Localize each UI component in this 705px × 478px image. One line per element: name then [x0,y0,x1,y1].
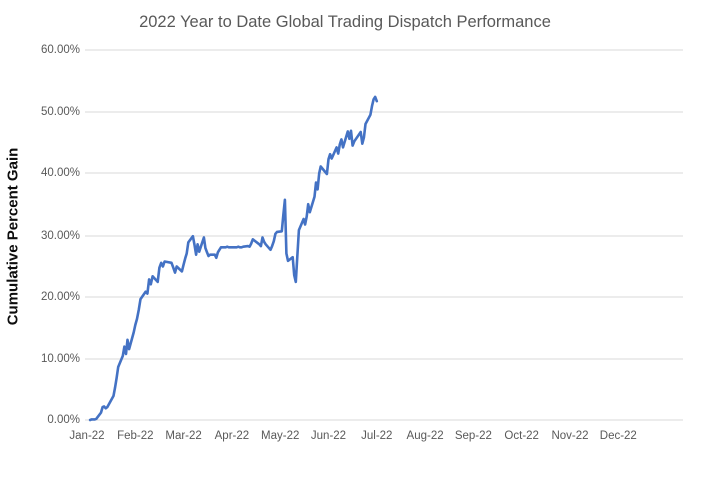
x-tick-label: May-22 [261,430,300,442]
y-tick-label: 40.00% [40,167,80,179]
x-tick-label: Jan-22 [69,430,105,442]
x-tick-label: Sep-22 [454,430,492,442]
y-axis-title: Cumulative Percent Gain [4,147,22,326]
x-tick-label: Dec-22 [599,430,637,442]
x-tick-label: Oct-22 [504,430,539,442]
x-tick-label: Jun-22 [310,430,347,442]
y-tick-label: 10.00% [40,353,80,365]
y-tick-label: 60.00% [40,44,80,56]
x-tick-label: Nov-22 [551,430,589,442]
gridlines [85,49,683,421]
series-line [88,95,379,422]
y-tick-label: 20.00% [40,291,80,303]
y-tick-label: 0.00% [47,414,80,426]
chart-title: 2022 Year to Date Global Trading Dispatc… [139,13,551,31]
x-tick-label: Feb-22 [117,430,154,442]
x-tick-label: Aug-22 [406,430,444,442]
y-tick-label: 30.00% [40,230,80,242]
x-tick-label: Mar-22 [165,430,202,442]
x-tick-label: Apr-22 [214,430,250,442]
x-tick-label: Jul-22 [361,430,393,442]
y-tick-label: 50.00% [40,106,80,118]
